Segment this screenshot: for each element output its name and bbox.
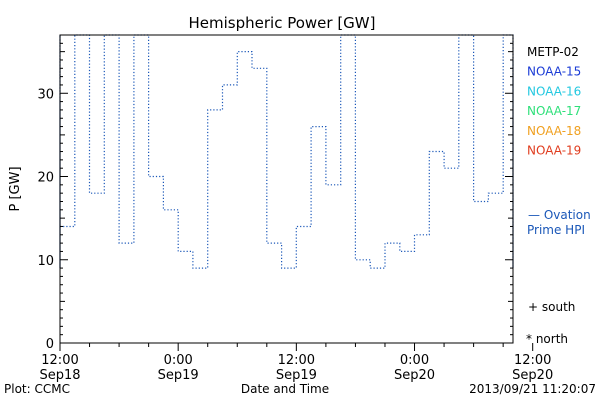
x-axis-label: Date and Time (241, 382, 329, 396)
x-tick-date: Sep20 (512, 368, 553, 383)
x-tick-date: Sep20 (394, 368, 435, 383)
legend-south: + south (528, 300, 575, 314)
x-tick-date: Sep18 (39, 368, 80, 383)
x-axis: 12:00Sep180:00Sep1912:00Sep190:00Sep2012… (39, 343, 553, 383)
x-tick-time: 0:00 (400, 353, 429, 368)
x-tick-time: 12:00 (41, 353, 78, 368)
ovation-series-line (59, 34, 514, 269)
legend-entry-noaa-16: NOAA-16 (527, 84, 581, 98)
ovation-series-layer (59, 34, 514, 269)
y-tick-label: 30 (37, 87, 54, 102)
y-axis-label: P [GW] (8, 166, 23, 211)
x-tick-date: Sep19 (158, 368, 199, 383)
legend-entry-noaa-19: NOAA-19 (527, 144, 581, 158)
chart-title: Hemispheric Power [GW] (189, 14, 376, 32)
legend-ovation-line2: Prime HPI (527, 223, 585, 237)
legend-north: * north (526, 332, 568, 346)
footer-timestamp: 2013/09/21 11:20:07 (469, 382, 596, 396)
plot-frame (59, 34, 514, 344)
y-tick-label: 10 (37, 254, 54, 269)
legend-entry-noaa-15: NOAA-15 (527, 65, 581, 79)
x-tick-time: 12:00 (514, 353, 551, 368)
y-tick-label: 20 (37, 171, 54, 186)
footer-plot-credit: Plot: CCMC (4, 382, 70, 396)
y-axis: 0 10 20 30 (37, 42, 513, 352)
legend-entry-noaa-18: NOAA-18 (527, 124, 581, 138)
x-tick-time: 0:00 (164, 353, 193, 368)
legend-entry-noaa-17: NOAA-17 (527, 104, 581, 118)
legend-entry-metp-02: METP-02 (527, 45, 579, 59)
x-tick-date: Sep19 (276, 368, 317, 383)
legend: METP-02 NOAA-15 NOAA-16 NOAA-17 NOAA-18 NOAA-… (527, 45, 581, 158)
x-tick-time: 12:00 (278, 353, 315, 368)
legend-ovation-line1: — Ovation (528, 208, 591, 222)
y-tick-label: 0 (46, 337, 54, 352)
